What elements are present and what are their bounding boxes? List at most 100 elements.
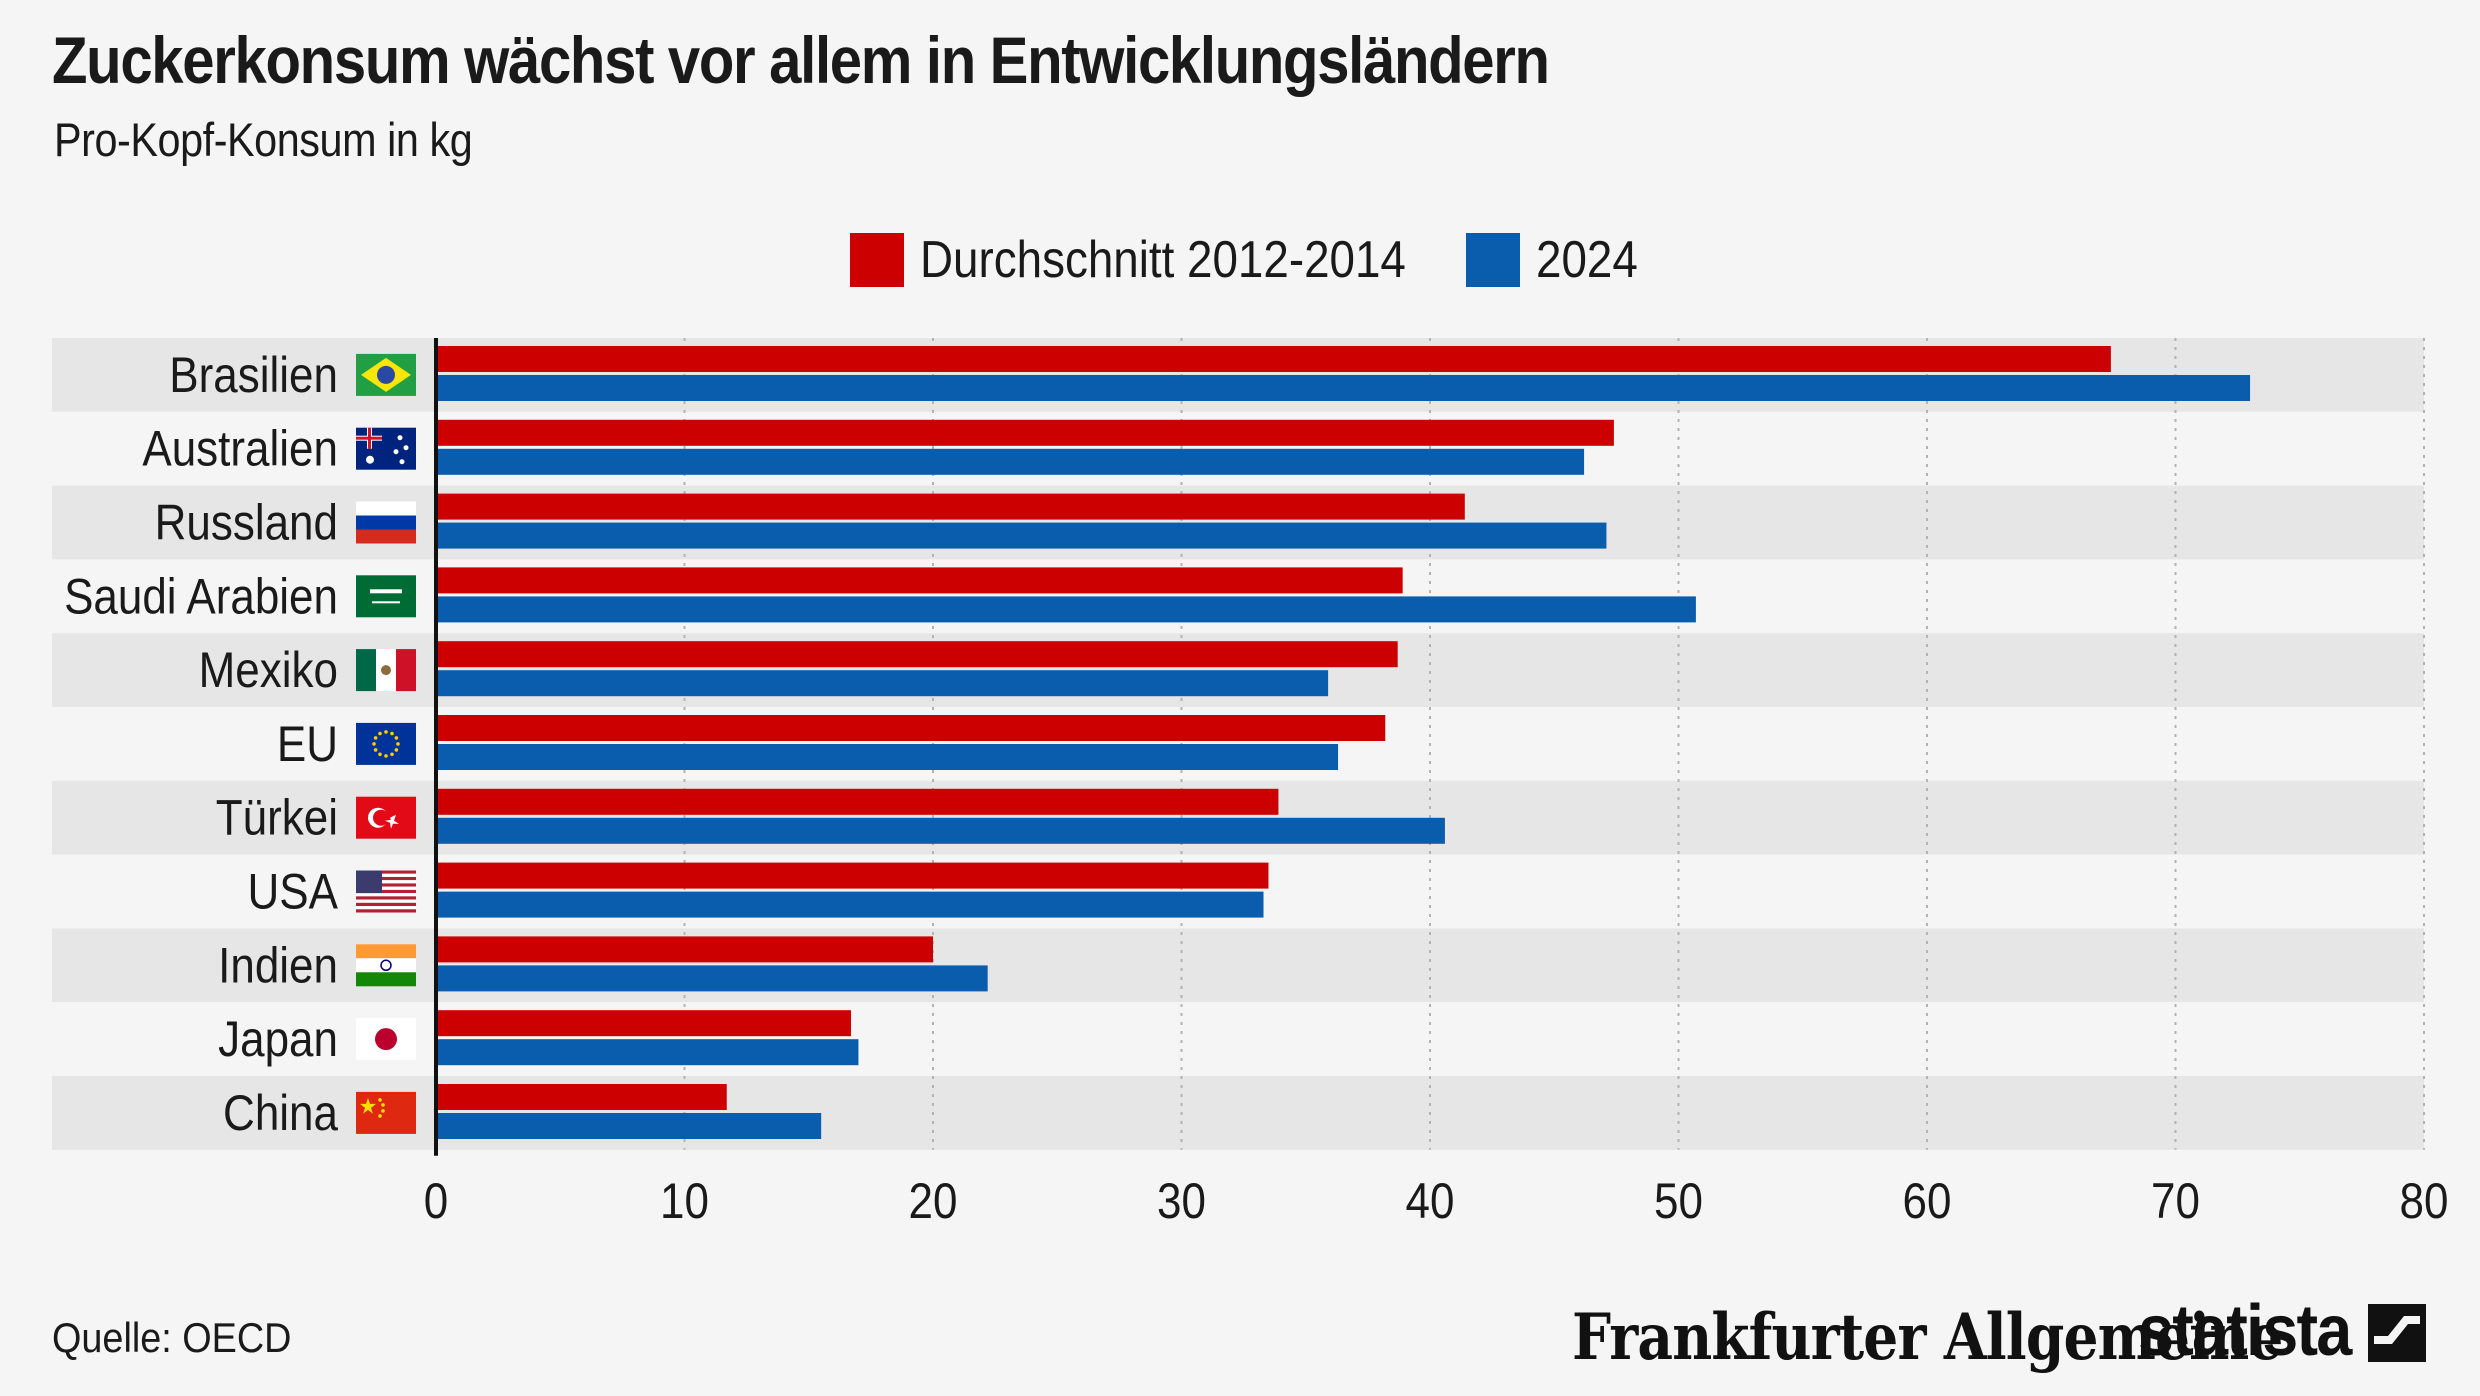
flag-part [356,722,416,765]
flag-part [356,870,382,894]
flag-part [373,809,389,826]
bar-series1 [436,641,1398,668]
flag-part [390,752,394,757]
brazil-flag-icon [356,353,416,396]
flag-part [356,876,416,881]
flag-part [356,883,416,887]
flag-part [373,748,378,752]
flag-part [356,893,416,897]
flag-part [356,515,416,530]
bar-series2 [436,1113,822,1139]
bar-series1 [436,346,2111,372]
category-label: Türkei [216,789,338,845]
bar-series1 [436,788,1279,815]
mexico-flag-icon [356,649,416,692]
flag-part [356,886,416,890]
legend-swatch-series2 [1466,233,1520,287]
flag-part [378,1114,382,1118]
source-note: Quelle: OECD [52,1314,292,1361]
flag-part [394,748,399,752]
bar-series1 [436,715,1386,741]
bar-series2 [436,375,2251,401]
faz-logo: Frankfurter Allgemeine [1572,1300,2283,1375]
japan-flag-icon [356,1018,416,1061]
category-label: Australien [142,420,338,476]
flag-part [390,731,394,736]
bar-series1 [436,419,1614,446]
bar-series2 [436,744,1339,770]
flag-part [377,365,395,384]
flag-part [380,959,392,972]
flag-part [366,455,374,464]
flag-part [372,742,376,746]
legend-swatch-series1 [850,233,904,287]
russia-flag-icon [356,501,416,544]
flag-part [356,906,416,910]
india-flag-icon [356,944,416,987]
flag-part [356,972,416,987]
bar-series1 [436,862,1269,889]
category-label: Russland [155,494,338,550]
x-tick-label: 80 [2400,1172,2449,1228]
category-label: USA [248,863,339,919]
bar-series1 [436,936,933,963]
bar-series2 [436,522,1607,549]
x-tick-label: 70 [2151,1172,2200,1228]
chart-title: Zuckerkonsum wächst vor allem in Entwick… [52,23,1550,97]
bar-series1 [436,567,1403,594]
category-label: Indien [218,937,338,993]
flag-part [356,899,416,903]
x-tick-label: 40 [1406,1172,1455,1228]
eu-flag-icon [356,722,416,765]
flag-part [373,736,378,740]
flag-part [360,1097,376,1114]
legend-item-series2: 2024 [1466,230,1652,290]
turkey-flag-icon [356,796,416,839]
x-axis-ticks: 0 10 20 30 40 50 60 70 80 [424,1172,2449,1228]
bar-series2 [436,596,1696,623]
flag-part [381,1103,385,1107]
x-tick-label: 20 [909,1172,958,1228]
category-label: China [223,1084,339,1140]
x-tick-label: 0 [424,1172,448,1228]
flag-part [356,873,416,877]
flags [356,353,416,1134]
flag-part [356,958,416,973]
chart-subtitle: Pro-Kopf-Konsum in kg [54,113,473,166]
flag-part [356,649,376,692]
category-labels: Brasilien Australien Russland Saudi Arabien… [64,346,339,1140]
saudi-arabia-flag-icon [356,575,416,618]
category-label: Brasilien [169,346,338,402]
flag-part [370,589,402,594]
flag-part [368,427,371,449]
category-label: Mexiko [199,641,338,697]
category-label: EU [277,715,338,771]
flag-part [381,665,391,676]
flag-part [356,909,416,913]
flag-part [403,445,409,451]
legend-label-series2: 2024 [1536,231,1638,289]
flag-part [375,1028,397,1051]
x-tick-label: 30 [1157,1172,1206,1228]
flag-part [393,449,399,455]
flag-part [356,575,416,618]
category-label: Japan [218,1010,338,1066]
flag-part [384,754,388,758]
flag-part [378,752,382,757]
bar-series2 [436,965,988,992]
usa-flag-icon [356,870,416,913]
flag-part [372,601,400,604]
flag-part [356,889,416,894]
bar-series1 [436,1084,727,1110]
bars [436,346,2251,1139]
china-flag-icon [356,1091,416,1134]
flag-part [396,742,400,746]
bar-series1 [436,1010,851,1037]
flag-part [397,435,403,441]
bar-series2 [436,670,1329,697]
bar-series2 [436,1039,859,1066]
flag-part [394,736,399,740]
flag-part [356,501,416,516]
flag-part [399,459,405,465]
